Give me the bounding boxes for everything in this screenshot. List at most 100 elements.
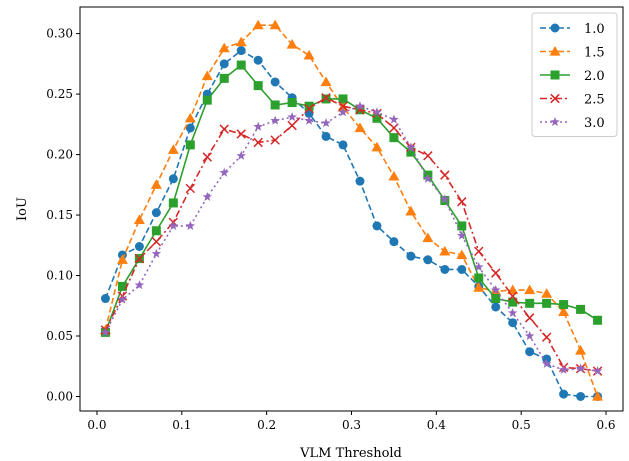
legend-item: 2.5 xyxy=(540,93,605,108)
series-line xyxy=(104,105,598,372)
data-point xyxy=(168,174,178,184)
legend-marker xyxy=(549,46,561,56)
data-point xyxy=(456,249,468,260)
series-line xyxy=(104,49,598,398)
legend-item: 1.5 xyxy=(540,46,605,61)
data-point xyxy=(236,150,246,160)
data-point xyxy=(389,114,399,124)
legend-label: 3.0 xyxy=(584,116,605,131)
legend-label: 2.0 xyxy=(584,69,605,84)
data-point xyxy=(202,191,213,201)
legend: 1.0 1.5 2.0 2.5 3.0 xyxy=(531,12,618,137)
series-layer xyxy=(99,19,604,401)
data-point xyxy=(440,264,450,274)
data-point xyxy=(253,137,263,148)
legend-marker xyxy=(550,23,560,33)
data-point xyxy=(406,251,416,261)
data-point xyxy=(304,103,314,114)
data-point xyxy=(338,107,348,117)
data-point xyxy=(235,36,247,47)
data-point xyxy=(304,115,314,125)
data-point xyxy=(405,205,417,216)
data-point xyxy=(576,391,586,401)
data-point xyxy=(270,77,280,87)
data-point xyxy=(184,112,196,123)
data-point xyxy=(270,115,280,125)
data-point xyxy=(320,76,332,87)
data-point xyxy=(372,221,382,231)
data-point xyxy=(117,281,127,291)
data-point xyxy=(372,107,382,117)
data-point xyxy=(287,112,297,122)
legend-item: 2.0 xyxy=(540,69,605,84)
data-point xyxy=(219,59,229,69)
legend-frame xyxy=(531,12,618,137)
data-point xyxy=(321,92,331,103)
data-point xyxy=(423,151,433,161)
data-point xyxy=(185,220,196,230)
data-point xyxy=(134,280,145,290)
data-point xyxy=(406,142,416,152)
y-tick-label: 0.30 xyxy=(46,27,73,41)
data-point xyxy=(253,81,263,91)
y-tick-label: 0.25 xyxy=(46,87,73,101)
data-point xyxy=(338,94,348,104)
data-point xyxy=(473,282,485,292)
data-point xyxy=(117,294,128,304)
data-point xyxy=(202,152,212,162)
data-point xyxy=(116,254,128,264)
data-point xyxy=(559,300,569,310)
data-point xyxy=(151,226,161,236)
data-point xyxy=(252,19,264,30)
data-point xyxy=(525,347,535,357)
data-point xyxy=(491,268,501,278)
series-3-0 xyxy=(100,101,603,376)
x-tick-label: 0.1 xyxy=(172,418,191,432)
data-point xyxy=(576,304,586,314)
data-point xyxy=(202,95,212,105)
data-point xyxy=(541,288,553,298)
data-point xyxy=(321,94,331,104)
data-point xyxy=(134,253,145,264)
data-point xyxy=(575,363,586,373)
data-point xyxy=(201,70,213,81)
data-point xyxy=(592,390,604,401)
data-point xyxy=(372,113,382,123)
legend-label: 1.5 xyxy=(584,46,605,61)
data-point xyxy=(457,264,467,274)
data-point xyxy=(236,60,246,70)
series-1-0 xyxy=(100,46,603,401)
data-point xyxy=(338,101,348,111)
data-point xyxy=(168,220,179,230)
data-point xyxy=(389,237,399,247)
data-point xyxy=(185,123,195,133)
series-2-5 xyxy=(100,92,603,376)
data-point xyxy=(185,183,196,194)
data-point xyxy=(151,236,162,247)
x-axis-label: VLM Threshold xyxy=(299,446,402,461)
x-tick-label: 0.2 xyxy=(257,418,276,432)
data-point xyxy=(541,332,552,342)
data-point xyxy=(440,194,450,204)
legend-item: 1.0 xyxy=(540,22,605,37)
data-point xyxy=(474,262,484,272)
data-point xyxy=(388,170,400,181)
data-point xyxy=(321,131,331,141)
data-point xyxy=(355,101,365,111)
data-point xyxy=(457,221,467,231)
data-point xyxy=(474,246,484,257)
legend-marker xyxy=(550,70,560,80)
data-point xyxy=(524,284,536,295)
data-point xyxy=(304,101,314,111)
data-point xyxy=(219,124,229,134)
data-point xyxy=(593,315,603,325)
data-point xyxy=(218,42,230,53)
data-point xyxy=(253,55,263,65)
y-tick-label: 0.05 xyxy=(46,329,73,343)
data-point xyxy=(558,306,570,316)
x-axis: 0.0 0.1 0.2 0.3 0.4 0.5 0.6 xyxy=(87,411,616,432)
data-point xyxy=(151,208,161,218)
data-point xyxy=(423,255,433,265)
data-point xyxy=(303,49,315,60)
